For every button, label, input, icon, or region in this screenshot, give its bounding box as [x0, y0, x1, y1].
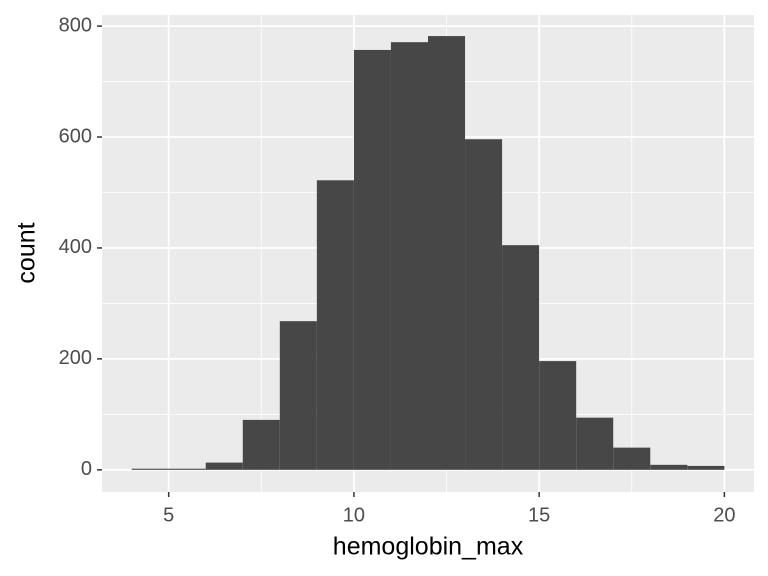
- bar: [428, 36, 466, 470]
- bar: [650, 464, 688, 470]
- y-axis-label: count: [13, 222, 41, 283]
- bar: [502, 245, 540, 470]
- y-tick-label: 800: [59, 14, 92, 36]
- x-tick-label: 10: [343, 504, 365, 526]
- bar: [539, 361, 577, 470]
- bar: [131, 468, 169, 470]
- bar: [576, 417, 614, 470]
- bar: [279, 321, 317, 470]
- y-tick-label: 200: [59, 347, 92, 369]
- x-tick-label: 15: [528, 504, 550, 526]
- bar: [242, 419, 280, 470]
- y-tick-label: 0: [81, 458, 92, 480]
- x-axis-label: hemoglobin_max: [333, 533, 524, 561]
- bar: [390, 42, 428, 470]
- bar: [613, 447, 651, 470]
- y-tick-label: 400: [59, 236, 92, 258]
- bar: [316, 180, 354, 470]
- bar: [465, 139, 503, 470]
- bar: [168, 468, 206, 470]
- y-tick-label: 600: [59, 125, 92, 147]
- bar: [687, 465, 725, 470]
- x-tick-label: 5: [163, 504, 174, 526]
- x-tick-label: 20: [713, 504, 735, 526]
- bar: [353, 49, 391, 470]
- bar: [205, 462, 243, 470]
